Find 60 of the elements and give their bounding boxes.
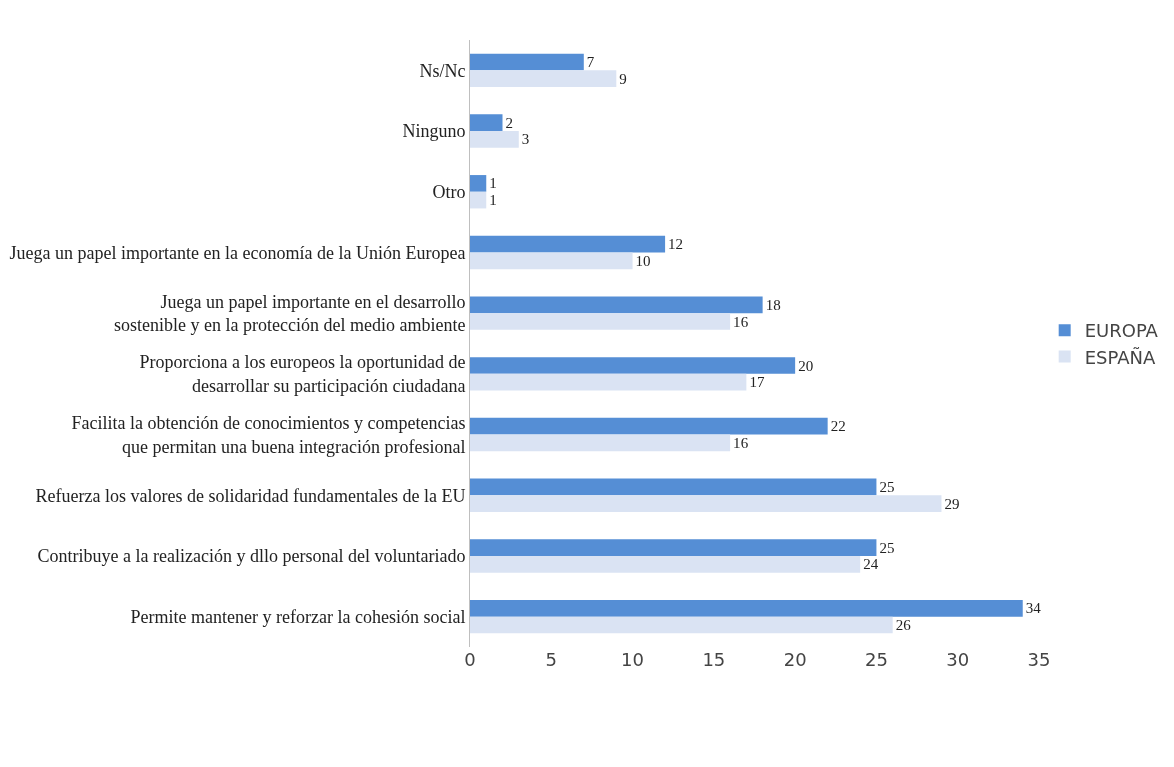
bar <box>470 131 519 148</box>
x-tick-label: 30 <box>946 649 970 670</box>
bar <box>470 555 861 573</box>
data-label: 2 <box>505 114 514 131</box>
data-label: 20 <box>798 357 814 374</box>
bar <box>470 495 942 512</box>
y-tick-label: Permite mantener y reforzar la cohesión social <box>130 606 466 627</box>
data-label: 29 <box>944 495 960 512</box>
bar <box>470 175 487 192</box>
bar <box>470 434 731 452</box>
data-label: 1 <box>489 175 497 192</box>
y-tick-label: Juega un papel importante en el desarrollo sostenible y en la protección del medio ambiente <box>114 291 466 336</box>
bar <box>470 191 487 209</box>
bar <box>470 252 633 270</box>
data-label: 18 <box>765 296 781 313</box>
bar <box>470 599 1023 617</box>
bar <box>470 478 877 496</box>
bar <box>470 373 747 391</box>
data-label: 16 <box>733 434 749 451</box>
data-label: 3 <box>521 131 530 148</box>
y-tick-label: Otro <box>432 182 466 203</box>
x-tick-label: 15 <box>702 649 726 670</box>
y-tick-label: Ninguno <box>402 121 466 142</box>
bar <box>470 616 893 634</box>
data-label: 12 <box>668 236 684 253</box>
data-label: 34 <box>1025 600 1042 617</box>
bar <box>470 70 617 88</box>
bar <box>470 53 584 71</box>
data-label: 24 <box>863 556 879 573</box>
legend-label: ESPAÑA <box>1084 346 1156 368</box>
bar <box>470 417 828 435</box>
x-tick-label: 10 <box>621 649 645 670</box>
data-label: 25 <box>879 539 895 556</box>
data-label: 9 <box>619 70 627 87</box>
y-tick-label: Juega un papel importante en la economía de la Unión Europea <box>9 242 466 263</box>
y-tick-label: Ns/Nc <box>419 60 466 81</box>
data-label: 1 <box>489 192 497 209</box>
bar <box>470 539 877 556</box>
bar <box>470 296 763 314</box>
bar <box>470 357 796 374</box>
data-label: 17 <box>749 374 765 391</box>
x-tick-label: 0 <box>464 649 476 670</box>
legend-label: EUROPA <box>1084 320 1159 342</box>
y-tick-label: Proporciona a los europeos la oportunidad de desarrollar su participación ciudadana <box>139 352 466 396</box>
x-tick-label: 25 <box>864 649 888 670</box>
bar <box>470 114 503 132</box>
x-tick-label: 5 <box>545 649 558 670</box>
data-label: 16 <box>733 313 749 330</box>
data-label: 26 <box>895 617 912 633</box>
bar <box>470 235 666 253</box>
data-label: 25 <box>879 478 895 495</box>
y-tick-label: Facilita la obtención de conocimientos y competencias que permitan una buena integración profesional <box>71 413 466 457</box>
data-label: 7 <box>586 54 595 71</box>
x-tick-label: 20 <box>783 649 807 670</box>
x-tick-label: 35 <box>1027 649 1051 670</box>
y-tick-label: Refuerza los valores de solidaridad fundamentales de la EU <box>35 485 466 506</box>
y-tick-label: Contribuye a la realización y dllo personal del voluntariado <box>37 546 466 567</box>
data-label: 22 <box>830 418 846 435</box>
data-label: 10 <box>635 252 651 269</box>
bar <box>470 313 731 330</box>
